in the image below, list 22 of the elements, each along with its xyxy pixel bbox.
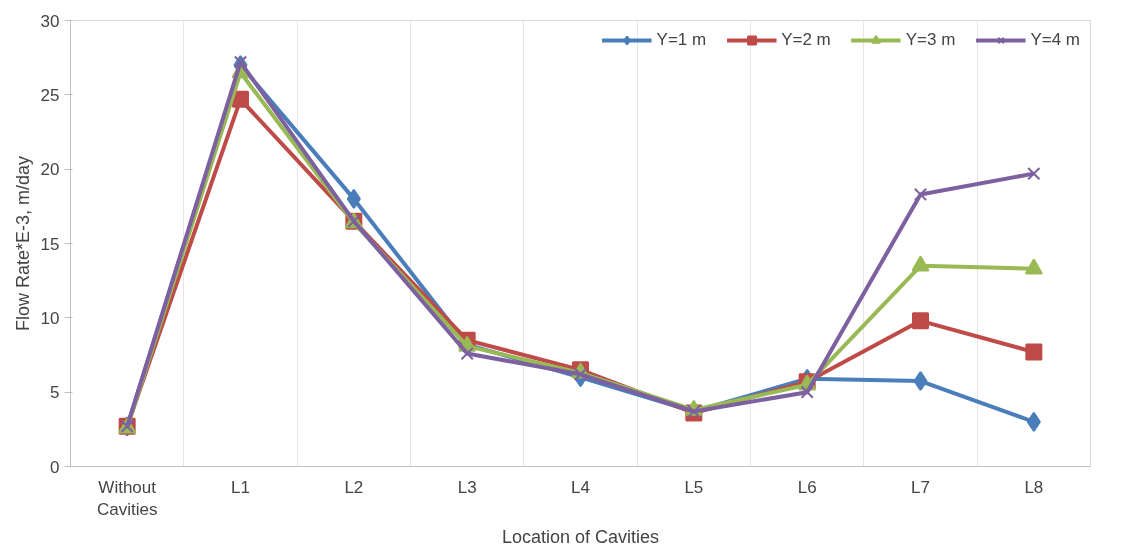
x-axis-title: Location of Cavities xyxy=(501,527,660,548)
y-tick-label: 5 xyxy=(50,383,60,403)
y-tick-label: 15 xyxy=(40,234,60,254)
x-tick-label: L2 xyxy=(344,477,364,497)
y-tick-label: 30 xyxy=(40,11,60,31)
legend-label: Y=1 m xyxy=(656,30,707,50)
legend-label: Y=3 m xyxy=(905,30,956,50)
x-tick-label: L6 xyxy=(797,477,817,497)
x-tick-label: L4 xyxy=(571,477,590,497)
y-tick-label: 10 xyxy=(40,308,60,328)
x-tick-label: L3 xyxy=(457,477,477,497)
y-tick-label: 0 xyxy=(50,457,60,477)
y-axis-title: Flow Rate*E-3, m/day xyxy=(12,155,33,332)
y-tick-label: 20 xyxy=(40,160,60,180)
x-tick-label: L5 xyxy=(684,477,704,497)
legend-label: Y=4 m xyxy=(1030,30,1080,50)
x-tick-label: L8 xyxy=(1024,477,1044,497)
x-tick-label: L7 xyxy=(911,477,930,497)
x-tick-label: Without Cavities xyxy=(96,477,158,520)
x-tick-label: L1 xyxy=(231,477,250,497)
y-tick-label: 25 xyxy=(40,85,60,105)
legend-label: Y=2 m xyxy=(781,30,831,50)
